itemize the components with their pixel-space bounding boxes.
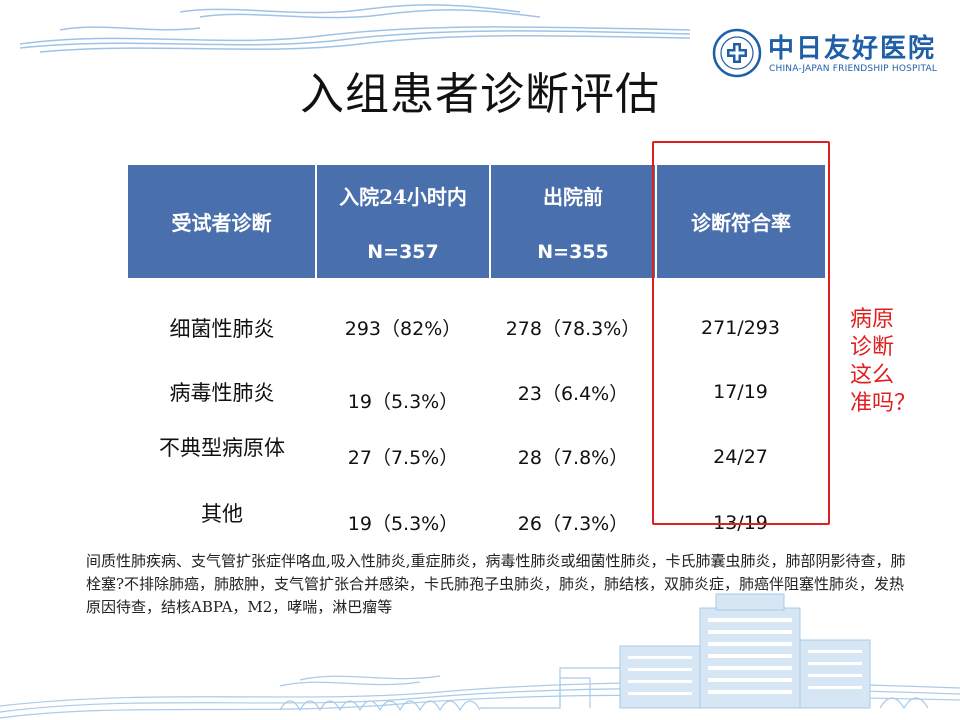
other-diagnoses-note: 间质性肺疾病、支气管扩张症伴咯血,吸入性肺炎,重症肺炎，病毒性肺炎或细菌性肺炎，… (86, 552, 906, 616)
table-row: 细菌性肺炎 293（82%） 278（78.3%） 271/293 (128, 278, 825, 361)
discharge-cell: 278（78.3%） (490, 278, 656, 361)
admission-cell: 293（82%） (316, 278, 490, 361)
top-wave-decoration (19, 4, 691, 53)
rate-cell: 271/293 (656, 278, 825, 361)
row-label: 不典型病原体 (128, 423, 316, 490)
admission-cell: 27（7.5%） (316, 423, 490, 490)
header-label: 入院24小时内 (339, 184, 467, 209)
header-label: 受试者诊断 (171, 211, 272, 235)
header-agreement-rate: 诊断符合率 (655, 165, 825, 278)
discharge-cell: 26（7.3%） (490, 490, 656, 555)
header-label: 出院前 (543, 184, 603, 209)
row-label-text: 病毒性肺炎 (169, 381, 275, 405)
annotation-line: 诊断 (850, 335, 895, 360)
slide-title: 入组患者诊断评估 (300, 69, 660, 120)
header-subject-diagnosis: 受试者诊断 (128, 165, 316, 278)
discharge-value: 278（78.3%） (505, 318, 641, 340)
annotation-line: 病原 (850, 307, 895, 332)
rate-value: 24/27 (713, 445, 768, 468)
rate-value: 271/293 (701, 316, 780, 339)
diagnosis-table: 受试者诊断 入院24小时内 N=357 出院前 N=355 诊断符合率 细菌性肺… (128, 165, 825, 555)
row-label: 病毒性肺炎 (128, 361, 316, 423)
hospital-logo: 中日友好医院 CHINA-JAPAN FRIENDSHIP HOSPITAL (712, 24, 942, 84)
row-label-text: 不典型病原体 (159, 435, 285, 460)
logo-english-name: CHINA-JAPAN FRIENDSHIP HOSPITAL (769, 64, 938, 74)
admission-value: 19（5.3%） (347, 390, 459, 413)
discharge-value: 23（6.4%） (517, 382, 629, 405)
admission-cell: 19（5.3%） (316, 361, 490, 423)
table-row: 病毒性肺炎 19（5.3%） 23（6.4%） 17/19 (128, 361, 825, 423)
discharge-value: 28（7.8%） (517, 447, 629, 469)
header-count: N=355 (537, 240, 609, 263)
discharge-cell: 28（7.8%） (490, 423, 656, 490)
admission-value: 27（7.5%） (347, 447, 459, 469)
admission-cell: 19（5.3%） (316, 490, 490, 555)
red-annotation: 病原 诊断 这么 准吗？ (850, 306, 940, 418)
admission-value: 19（5.3%） (347, 513, 459, 535)
header-discharge: 出院前 N=355 (489, 165, 656, 278)
highlight-box (652, 141, 830, 525)
table-row: 不典型病原体 27（7.5%） 28（7.8%） 24/27 (128, 423, 825, 490)
admission-value: 293（82%） (344, 318, 462, 340)
row-label-text: 细菌性肺炎 (169, 316, 275, 341)
rate-value: 17/19 (713, 381, 768, 403)
discharge-cell: 23（6.4%） (490, 361, 656, 423)
header-label: 诊断符合率 (691, 211, 791, 235)
table-header-row: 受试者诊断 入院24小时内 N=357 出院前 N=355 诊断符合率 (128, 165, 825, 278)
table-row: 其他 19（5.3%） 26（7.3%） 13/19 (128, 490, 825, 555)
rate-cell: 13/19 (656, 490, 825, 555)
annotation-line: 准吗？ (850, 391, 917, 416)
header-count: N=357 (367, 240, 439, 263)
bottom-building-decoration (0, 593, 960, 719)
logo-chinese-name: 中日友好医院 (768, 34, 937, 64)
annotation-line: 这么 (850, 363, 895, 388)
header-admission: 入院24小时内 N=357 (315, 165, 490, 278)
row-label-text: 其他 (201, 501, 243, 526)
discharge-value: 26（7.3%） (517, 513, 629, 535)
rate-value: 13/19 (713, 511, 768, 534)
rate-cell: 17/19 (656, 361, 825, 423)
hospital-emblem-icon (712, 28, 762, 78)
row-label: 其他 (128, 490, 316, 555)
row-label: 细菌性肺炎 (128, 278, 316, 361)
rate-cell: 24/27 (656, 423, 825, 490)
